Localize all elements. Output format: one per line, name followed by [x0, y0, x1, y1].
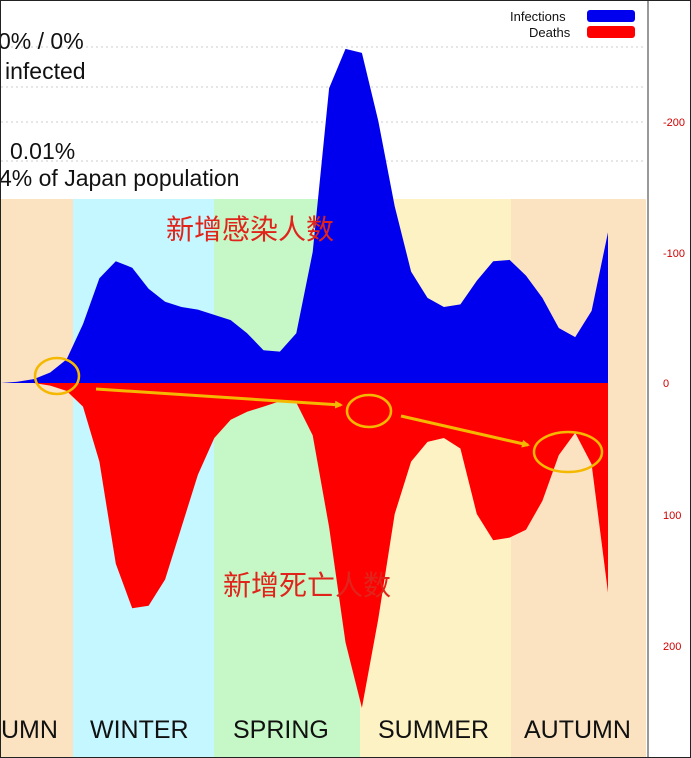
annotation-new-deaths: 新增死亡人数: [223, 570, 391, 601]
legend: Infections Deaths: [510, 9, 635, 40]
season-label-spring: SPRING: [233, 716, 329, 744]
y-tick-label: 0: [663, 378, 669, 390]
season-label-summer: SUMMER: [378, 716, 489, 744]
infections-area: [1, 48, 608, 384]
season-label-autumn-left: UMN: [1, 716, 58, 744]
highlight-markers: [33, 356, 604, 474]
y-tick-label: -100: [663, 248, 685, 260]
deaths-area: [1, 383, 608, 708]
trend-arrow: [400, 414, 530, 448]
annotation-new-infections: 新增感染人数: [166, 214, 334, 245]
stat-ratio: 0% / 0%: [1, 28, 84, 54]
season-label-autumn-right: AUTUMN: [524, 716, 631, 744]
grid-lines: [1, 46, 646, 162]
highlight-ellipse: [33, 356, 81, 396]
stat-infected-label: infected: [5, 58, 86, 84]
trend-arrow: [95, 387, 343, 409]
legend-label-infections: Infections: [510, 9, 566, 24]
legend-swatch-deaths: [587, 26, 635, 38]
y-tick-label: -200: [663, 117, 685, 129]
stat-percent: 0.01%: [10, 138, 75, 164]
trend-arrows: [95, 387, 530, 448]
y-tick-label: 100: [663, 510, 681, 522]
highlight-ellipse: [532, 430, 604, 474]
y-tick-label: 200: [663, 641, 681, 653]
highlight-ellipse: [345, 393, 393, 429]
season-band-autumn-left: [1, 199, 73, 757]
season-label-winter: WINTER: [90, 716, 189, 744]
stat-population-label: 4% of Japan population: [1, 165, 239, 191]
legend-swatch-infections: [587, 10, 635, 22]
legend-label-deaths: Deaths: [529, 25, 571, 40]
